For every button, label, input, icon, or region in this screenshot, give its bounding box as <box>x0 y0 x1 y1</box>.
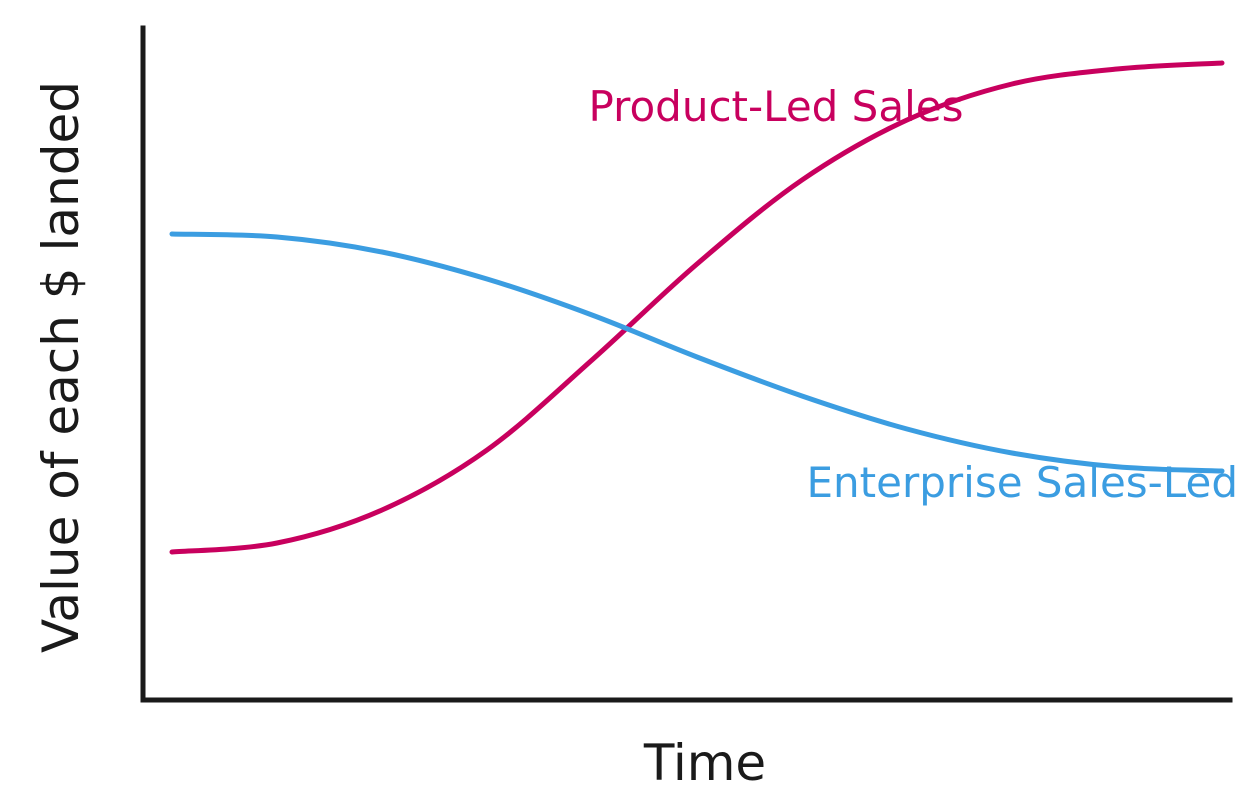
series-line-1 <box>169 60 1225 555</box>
series-label-layer: Product-Led Sales Enterprise Sales-Led <box>589 82 1238 507</box>
series-label-2: Enterprise Sales-Led <box>806 458 1238 507</box>
series-label-1: Product-Led Sales <box>589 82 964 131</box>
series-line-2 <box>169 231 1225 474</box>
series-layer <box>169 60 1225 555</box>
y-axis-label: Value of each $ landed <box>32 81 90 653</box>
x-axis-label: Time <box>643 734 766 792</box>
